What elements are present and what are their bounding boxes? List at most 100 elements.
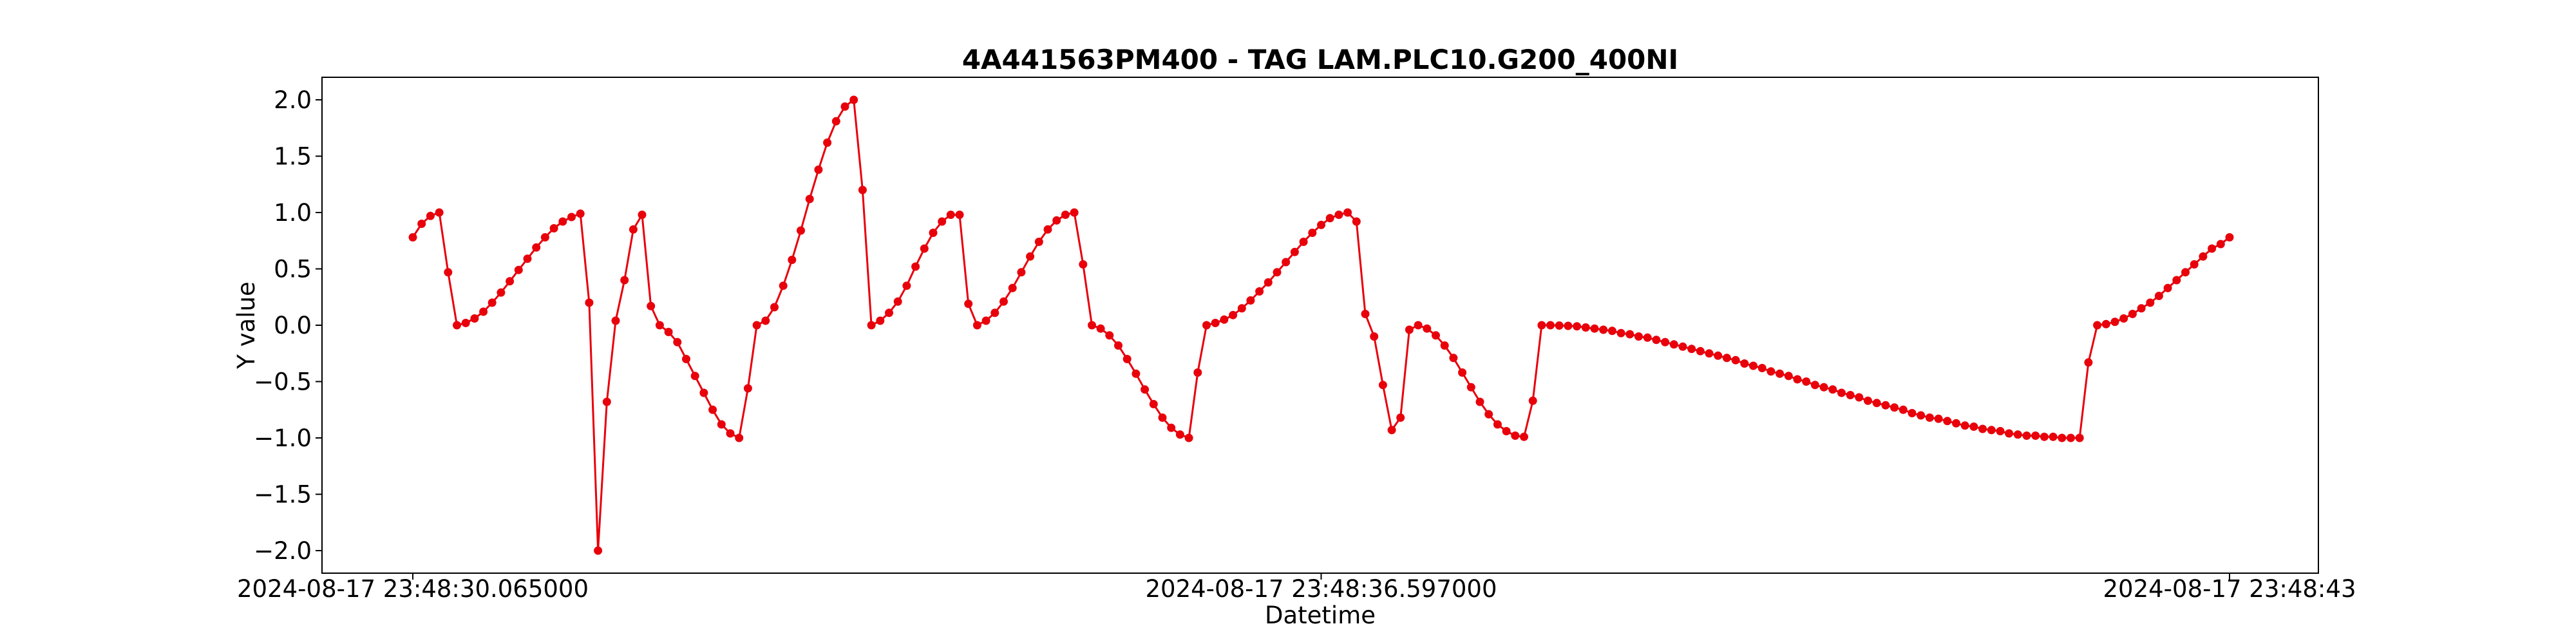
data-point — [1158, 413, 1167, 422]
data-point — [1996, 427, 2005, 435]
data-point — [938, 217, 947, 226]
data-point — [1220, 315, 1229, 324]
data-point — [1960, 421, 1969, 430]
data-point — [453, 321, 461, 330]
data-point — [1440, 341, 1449, 350]
data-point — [831, 117, 840, 126]
data-point — [2058, 433, 2067, 442]
data-point — [1537, 321, 1546, 330]
data-point — [540, 233, 549, 242]
data-point — [1017, 268, 1026, 277]
data-point — [999, 297, 1008, 306]
data-point — [1299, 238, 1308, 246]
x-tick-label: 2024-08-17 23:48:30.065000 — [237, 575, 589, 603]
data-point — [461, 319, 470, 327]
data-point — [1802, 377, 1811, 386]
data-point — [1414, 321, 1423, 330]
data-point — [814, 166, 823, 174]
data-point — [2199, 252, 2208, 261]
data-point — [1528, 396, 1537, 405]
data-point — [2225, 233, 2234, 242]
data-point — [1273, 268, 1282, 277]
y-tick-label: 1.0 — [274, 199, 312, 227]
data-point — [752, 321, 761, 330]
data-point — [576, 209, 585, 218]
data-point — [1264, 278, 1273, 287]
data-point — [1070, 208, 1079, 217]
data-point — [647, 301, 656, 310]
data-point — [1034, 238, 1043, 246]
data-point — [408, 233, 417, 242]
data-point — [1466, 383, 1475, 392]
data-point — [2031, 431, 2040, 440]
data-point — [2110, 317, 2119, 327]
data-point — [1325, 214, 1334, 223]
data-point — [2119, 314, 2128, 323]
data-point — [585, 298, 594, 307]
data-point — [2146, 298, 2155, 307]
series-group — [408, 95, 2234, 555]
data-point — [1987, 426, 1996, 435]
data-point — [1211, 319, 1220, 327]
data-point — [1776, 369, 1785, 378]
data-point — [2190, 260, 2199, 269]
data-point — [1052, 216, 1061, 225]
data-point — [1793, 375, 1802, 384]
data-point — [1026, 252, 1035, 261]
data-point — [2049, 432, 2058, 441]
data-point — [2005, 429, 2014, 438]
data-point — [1202, 321, 1211, 330]
data-point — [1432, 331, 1440, 340]
data-point — [506, 277, 515, 286]
data-point — [1855, 393, 1864, 402]
data-point — [1917, 411, 1926, 420]
data-point — [1678, 342, 1687, 351]
data-point — [2101, 319, 2110, 328]
data-point — [1573, 322, 1582, 331]
data-point — [1184, 433, 1193, 442]
data-point — [1122, 355, 1132, 363]
data-point — [1837, 388, 1846, 397]
data-point — [1396, 413, 1405, 422]
data-point — [594, 546, 603, 555]
data-point — [964, 299, 973, 308]
data-point — [858, 185, 867, 194]
data-point — [1890, 403, 1899, 412]
data-point — [1079, 260, 1088, 269]
data-point — [902, 281, 911, 290]
data-point — [1705, 349, 1714, 358]
data-point — [2013, 430, 2022, 439]
data-point — [2172, 276, 2181, 285]
data-point — [1555, 321, 1564, 330]
data-point — [1334, 211, 1343, 219]
data-point — [1581, 323, 1590, 332]
data-point — [1943, 417, 1952, 426]
data-point — [1308, 229, 1317, 237]
data-point — [638, 211, 647, 219]
data-point — [664, 328, 673, 336]
data-point — [1520, 432, 1528, 441]
data-point — [1282, 258, 1291, 267]
data-point — [1246, 296, 1255, 305]
data-point — [990, 308, 999, 317]
data-point — [1740, 359, 1749, 368]
data-point — [1564, 321, 1573, 330]
data-point — [1475, 397, 1484, 406]
data-point — [2075, 433, 2084, 442]
data-point — [1757, 364, 1766, 372]
data-point — [779, 281, 788, 290]
data-point — [972, 321, 981, 330]
data-point — [1784, 372, 1793, 381]
data-point — [840, 102, 849, 111]
data-point — [1096, 324, 1105, 333]
data-point — [1149, 400, 1158, 408]
data-point — [1616, 328, 1625, 337]
data-point — [1661, 337, 1670, 346]
data-point — [1952, 419, 1960, 428]
data-point — [620, 276, 629, 285]
data-point — [981, 316, 990, 325]
y-axis-label: Y value — [232, 281, 260, 369]
data-point — [867, 321, 876, 330]
data-point — [629, 225, 638, 234]
